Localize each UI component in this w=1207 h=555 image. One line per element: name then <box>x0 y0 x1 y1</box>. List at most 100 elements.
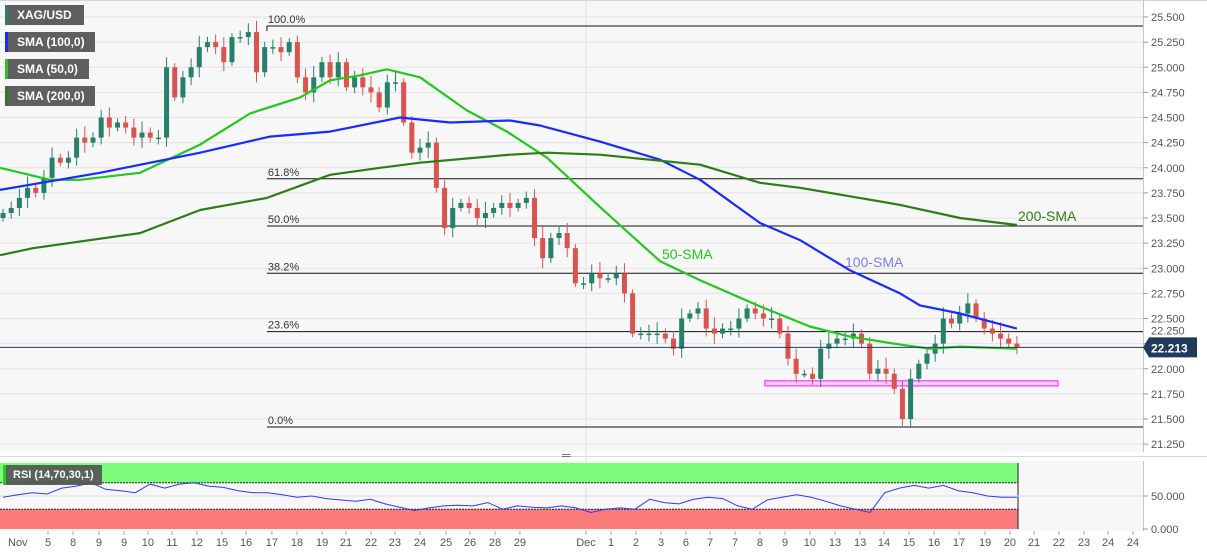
candle-up <box>769 318 775 320</box>
candle-up <box>548 238 554 259</box>
legend-sma100[interactable]: SMA (100,0) <box>5 32 95 52</box>
sma50-line <box>0 68 1017 350</box>
candle-down <box>433 142 439 188</box>
x-tick-label: 13 <box>829 537 841 549</box>
y-tick-label: 23.750 <box>1151 188 1185 200</box>
x-tick-label: Dec <box>576 537 596 549</box>
candle-up <box>957 313 963 324</box>
legend-sma50[interactable]: SMA (50,0) <box>5 59 89 79</box>
candle-up <box>965 303 971 314</box>
y-tick-label: 25.000 <box>1151 62 1185 74</box>
fib-level-label: 23.6% <box>268 320 299 332</box>
y-tick-label: 24.000 <box>1151 163 1185 175</box>
panel-resize-handle-icon[interactable]: ═ <box>562 448 571 462</box>
candle-down <box>809 373 815 379</box>
y-tick-label: 21.500 <box>1151 414 1185 426</box>
candle-up <box>491 207 497 213</box>
candle-up <box>65 157 71 163</box>
candle-down <box>213 42 219 48</box>
x-tick-label: 25 <box>440 537 452 549</box>
candle-down <box>327 62 333 78</box>
candle-up <box>924 353 930 364</box>
legend-sma200[interactable]: SMA (200,0) <box>5 86 95 106</box>
candle-up <box>908 378 914 419</box>
sma50-color-swatch <box>5 59 8 79</box>
candle-down <box>793 358 799 374</box>
candle-up <box>916 363 922 379</box>
sma200-color-swatch <box>5 86 8 106</box>
candle-up <box>229 37 235 63</box>
candle-down <box>998 333 1004 339</box>
sma100-color-swatch <box>5 32 8 52</box>
candle-down <box>343 62 349 88</box>
rsi-oversold-band <box>0 509 1018 529</box>
x-tick-label: 14 <box>878 537 890 549</box>
candle-up <box>458 202 464 208</box>
candle-up <box>98 117 104 138</box>
candle-up <box>842 338 848 341</box>
rsi-color-swatch <box>3 465 6 485</box>
candle-up <box>335 62 341 78</box>
candle-down <box>883 368 889 374</box>
candle-up <box>589 273 595 284</box>
candle-up <box>237 37 243 39</box>
y-tick-label: 22.250 <box>1151 325 1185 337</box>
x-tick-label: 8 <box>70 537 76 549</box>
x-tick-label: 10 <box>142 537 154 549</box>
candle-up <box>352 77 358 88</box>
x-tick-label: 7 <box>707 537 713 549</box>
candle-down <box>131 127 137 138</box>
x-tick-label: 1 <box>608 537 614 549</box>
candle-down <box>989 328 995 334</box>
legend-sma50-label: SMA (50,0) <box>17 62 78 76</box>
x-tick-label: 21 <box>1028 537 1040 549</box>
x-tick-label: 9 <box>782 537 788 549</box>
candle-down <box>172 67 178 98</box>
candle-down <box>948 318 954 324</box>
candle-down <box>891 373 897 389</box>
candle-down <box>777 318 783 334</box>
y-tick-label: 21.750 <box>1151 389 1185 401</box>
rsi-y-tick-label: 0.000 <box>1151 524 1179 536</box>
sma200-annotation: 200-SMA <box>1018 208 1077 224</box>
candle-up <box>0 212 6 218</box>
y-tick-label: 25.250 <box>1151 37 1185 49</box>
candle-down <box>564 233 570 249</box>
candle-down <box>703 308 709 329</box>
candle-up <box>720 328 726 334</box>
x-tick-label: 17 <box>266 537 278 549</box>
x-tick-label: 28 <box>489 537 501 549</box>
candle-down <box>711 328 717 334</box>
sma100-line <box>0 116 1018 330</box>
legend-rsi[interactable]: RSI (14,70,30,1) <box>3 465 102 485</box>
candle-up <box>450 207 456 229</box>
x-tick-label: 19 <box>979 537 991 549</box>
candle-down <box>401 82 407 123</box>
fib-level-label: 100.0% <box>268 14 306 26</box>
candle-down <box>507 202 513 208</box>
y-tick-label: 23.250 <box>1151 238 1185 250</box>
candle-up <box>654 333 660 336</box>
x-tick-label: 18 <box>291 537 303 549</box>
candle-up <box>41 177 47 193</box>
candle-down <box>368 87 374 93</box>
current-price-label: 22.213 <box>1151 341 1188 355</box>
candle-down <box>760 313 766 319</box>
candle-up <box>196 47 202 68</box>
candle-down <box>662 333 668 339</box>
candle-down <box>670 338 676 349</box>
candle-up <box>180 77 186 98</box>
candle-up <box>523 197 529 203</box>
candle-up <box>139 132 145 138</box>
rsi-y-tick-label: 50.000 <box>1151 491 1185 503</box>
legend-sma200-label: SMA (200,0) <box>17 89 85 103</box>
candle-up <box>311 77 317 93</box>
candle-up <box>74 137 80 158</box>
rsi-line <box>2 482 1017 514</box>
x-tick-label: 9 <box>96 537 102 549</box>
x-tick-label: 3 <box>658 537 664 549</box>
candle-up <box>744 308 750 319</box>
legend-symbol[interactable]: XAG/USD <box>5 5 84 25</box>
candle-down <box>409 122 415 153</box>
